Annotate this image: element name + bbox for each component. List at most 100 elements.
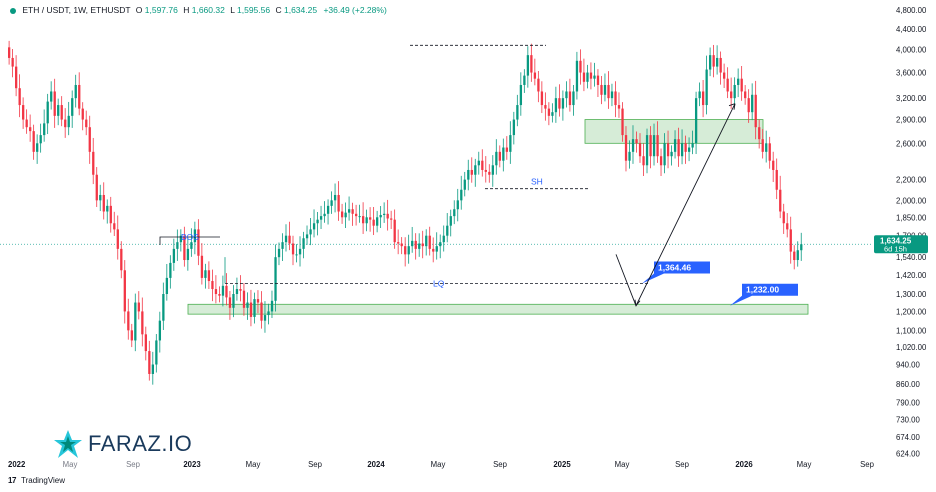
- candle-body: [530, 55, 533, 73]
- candle-body: [453, 209, 456, 217]
- candle-body: [179, 235, 183, 243]
- high-label: H: [183, 5, 190, 15]
- candle-body: [270, 300, 274, 312]
- candle-body: [165, 277, 169, 295]
- candle-body: [642, 156, 645, 166]
- candle-body: [239, 289, 242, 291]
- candle-body: [365, 217, 368, 224]
- candle-body: [319, 216, 323, 220]
- candle-body: [505, 147, 509, 152]
- candle-body: [53, 91, 56, 116]
- y-axis[interactable]: 4,800.00 4,400.00 4,000.00 3,600.00 3,200.00…: [896, 6, 927, 459]
- candle-body: [565, 91, 568, 99]
- candle-body: [645, 135, 649, 166]
- candle-body: [488, 171, 491, 175]
- candle-body: [249, 302, 253, 317]
- demand-zone[interactable]: [187, 303, 809, 315]
- candle-body: [421, 243, 424, 247]
- candle-body: [102, 194, 105, 212]
- candle-body: [579, 60, 582, 73]
- candle-body: [575, 60, 579, 92]
- candle-body: [698, 91, 701, 99]
- candle-body: [491, 165, 494, 175]
- y-tick-label: 2,600.00: [896, 139, 927, 148]
- candle-body: [81, 108, 84, 120]
- candle-body: [621, 108, 624, 136]
- candle-body: [397, 242, 400, 244]
- candle-body: [589, 72, 593, 79]
- candle-body: [705, 69, 708, 106]
- candle-body: [701, 91, 705, 106]
- candle-body: [694, 98, 698, 144]
- candle-body: [540, 91, 544, 106]
- y-tick-label: 2,900.00: [896, 116, 927, 125]
- candle-body: [509, 135, 512, 152]
- candle-body: [414, 240, 417, 249]
- bos-label: BOS: [181, 232, 199, 242]
- candle-body: [29, 127, 32, 132]
- candle-body: [169, 262, 172, 278]
- candle-body: [800, 244, 803, 251]
- candle-body: [32, 131, 35, 152]
- candle-body: [295, 254, 298, 256]
- tradingview-footer[interactable]: 17 TradingView: [8, 476, 65, 485]
- candle-body: [67, 115, 70, 128]
- x-tick-label: May: [615, 460, 630, 469]
- candle-body: [155, 340, 158, 365]
- candle-body: [309, 229, 312, 235]
- candle-body: [765, 143, 768, 152]
- candle-body: [460, 189, 463, 201]
- y-tick-label: 1,420.00: [896, 271, 927, 280]
- x-axis[interactable]: 2022 May Sep 2023 May Sep 2024 May Sep 2025 May Sep…: [8, 460, 875, 469]
- candle-body: [260, 302, 263, 321]
- projection-up-arrowhead: [728, 103, 736, 110]
- candle-body: [733, 84, 736, 99]
- y-tick-label: 1,850.00: [896, 213, 927, 222]
- candle-body: [719, 57, 722, 73]
- symbol-title[interactable]: ETH / USDT, 1W, ETHUSDT: [22, 5, 131, 15]
- candle-body: [747, 98, 750, 113]
- candle-body: [432, 248, 435, 252]
- candle-body: [379, 214, 382, 218]
- bos-line: [159, 236, 220, 245]
- y-tick-label: 3,600.00: [896, 69, 927, 78]
- price-tag-value: 1,634.25: [880, 236, 912, 245]
- candle-body: [36, 143, 39, 152]
- candle-body: [593, 75, 596, 79]
- change-value: +36.49 (+2.28%): [323, 5, 387, 15]
- candle-body: [723, 72, 726, 79]
- candle-body: [726, 78, 729, 92]
- y-tick-label: 2,200.00: [896, 176, 927, 185]
- candle-body: [106, 205, 109, 212]
- watermark-text: FARAZ.IO: [88, 431, 193, 456]
- y-tick-label: 1,100.00: [896, 326, 927, 335]
- candle-body: [442, 235, 445, 243]
- x-tick-label: May: [797, 460, 812, 469]
- candle-body: [337, 194, 340, 212]
- candle-body: [673, 139, 677, 152]
- candle-body: [298, 248, 302, 255]
- candle-body: [670, 151, 673, 157]
- candle-body: [186, 248, 190, 261]
- candle-body: [582, 72, 586, 82]
- candle-body: [761, 139, 764, 152]
- y-tick-label: 4,000.00: [896, 46, 927, 55]
- candle-body: [323, 213, 326, 217]
- candle-body: [607, 84, 610, 99]
- candle-body: [737, 78, 740, 85]
- sh-label: SH: [531, 177, 543, 187]
- candle-body: [558, 98, 561, 109]
- candle-body: [333, 194, 337, 201]
- candle-body: [744, 91, 747, 99]
- candle-body: [400, 243, 403, 247]
- candle-body: [362, 216, 365, 224]
- x-tick-label: Sep: [126, 460, 141, 469]
- callout-1232-pointer: [730, 283, 798, 306]
- candle-body: [193, 229, 197, 243]
- candle-body: [477, 160, 480, 166]
- candle-body: [228, 297, 232, 308]
- candle-body: [127, 311, 130, 331]
- candle-body: [512, 119, 516, 136]
